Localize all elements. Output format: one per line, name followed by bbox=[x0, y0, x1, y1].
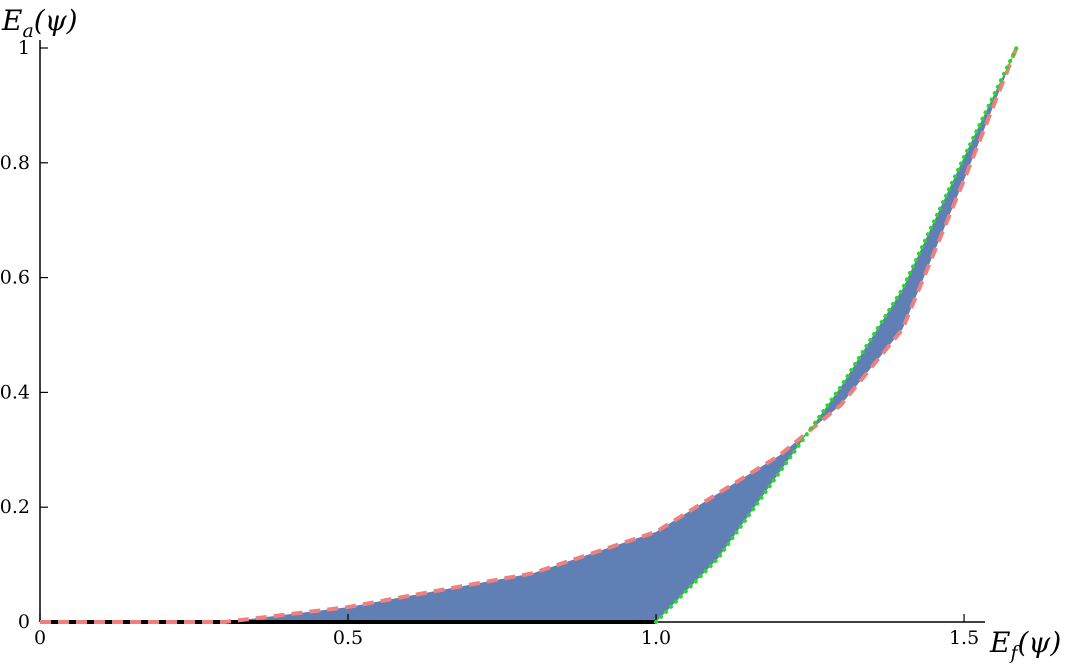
y-tick-label: 0.4 bbox=[0, 381, 30, 403]
x-tick-label: 0.5 bbox=[333, 627, 363, 649]
y-tick-label: 0 bbox=[18, 611, 30, 633]
series-line bbox=[654, 46, 1019, 624]
x-tick-label: 1.0 bbox=[641, 627, 671, 649]
x-tick-label: 0 bbox=[34, 627, 46, 649]
y-tick-label: 0.6 bbox=[0, 267, 30, 289]
plot: 0 0.5 1.0 1.5 0 0.2 0.4 0.6 0.8 1 bbox=[0, 37, 1019, 649]
y-tick-label: 1 bbox=[18, 37, 30, 59]
y-axis-label: Ea(ψ) bbox=[1, 4, 78, 42]
region bbox=[40, 48, 1017, 622]
series-line bbox=[40, 47, 1019, 624]
y-tick-label: 0.8 bbox=[0, 152, 30, 174]
y-tick-label: 0.2 bbox=[0, 496, 30, 518]
x-axis-label: Ef(ψ) bbox=[989, 626, 1061, 664]
x-tick-label: 1.5 bbox=[949, 627, 979, 649]
